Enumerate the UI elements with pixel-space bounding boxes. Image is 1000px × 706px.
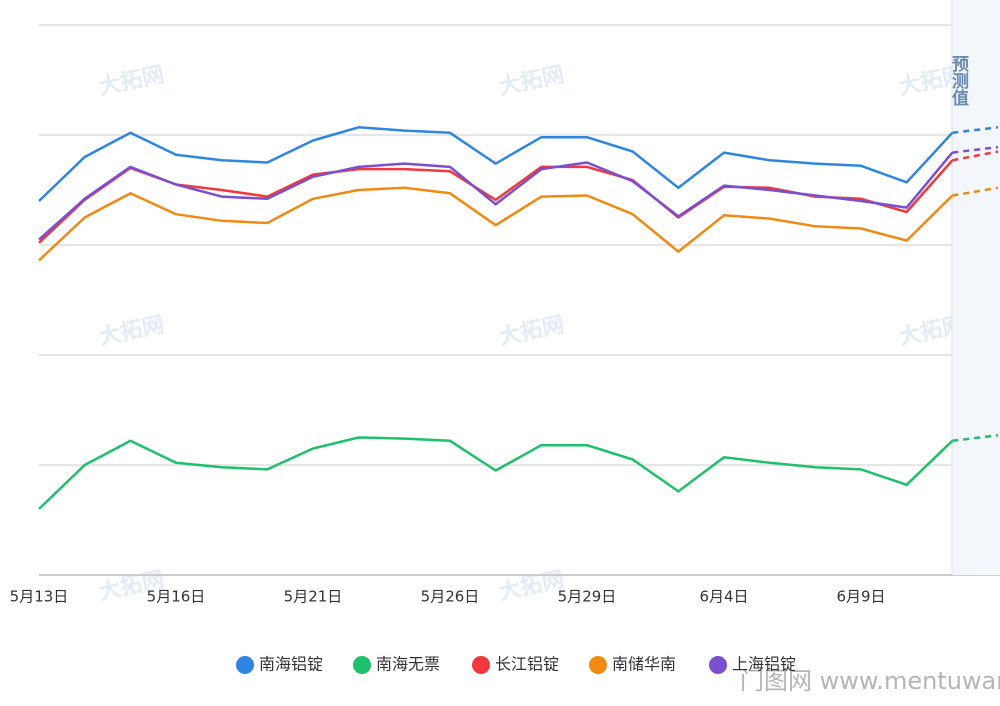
x-tick-label: 5月26日 (421, 588, 480, 606)
legend-swatch (472, 656, 490, 674)
legend-swatch (236, 656, 254, 674)
legend-swatch (589, 656, 607, 674)
x-tick-label: 6月9日 (836, 588, 885, 606)
legend-swatch (709, 656, 727, 674)
forecast-label: 预测值 (948, 55, 969, 107)
watermark: 大拓网 (497, 62, 567, 100)
watermark: 大拓网 (97, 62, 167, 100)
legend-swatch (353, 656, 371, 674)
line (38, 126, 954, 202)
watermark: 大拓网 (497, 567, 567, 605)
watermark: 大拓网 (497, 312, 567, 350)
site-watermark: 门图网 www.mentuwang.com (740, 667, 1000, 695)
forecast-line (952, 150, 999, 162)
line (38, 186, 954, 262)
forecast-line (952, 186, 999, 197)
legend-label: 上海铝锭 (732, 655, 796, 674)
line (38, 436, 954, 510)
watermark: 大拓网 (97, 312, 167, 350)
x-tick-label: 6月4日 (699, 588, 748, 606)
x-tick-label: 5月13日 (10, 588, 69, 606)
legend-label: 南海铝锭 (259, 655, 323, 674)
x-tick-label: 5月21日 (284, 588, 343, 606)
legend-label: 南海无票 (376, 655, 440, 674)
x-tick-label: 5月16日 (147, 588, 206, 606)
x-tick-label: 5月29日 (558, 588, 617, 606)
legend-label: 南储华南 (612, 655, 676, 674)
line (38, 159, 954, 244)
forecast-band (952, 0, 1000, 575)
line (38, 151, 954, 241)
forecast-line (952, 145, 999, 154)
forecast-line (952, 434, 999, 443)
legend-label: 长江铝锭 (495, 655, 559, 674)
forecast-line (952, 126, 999, 135)
